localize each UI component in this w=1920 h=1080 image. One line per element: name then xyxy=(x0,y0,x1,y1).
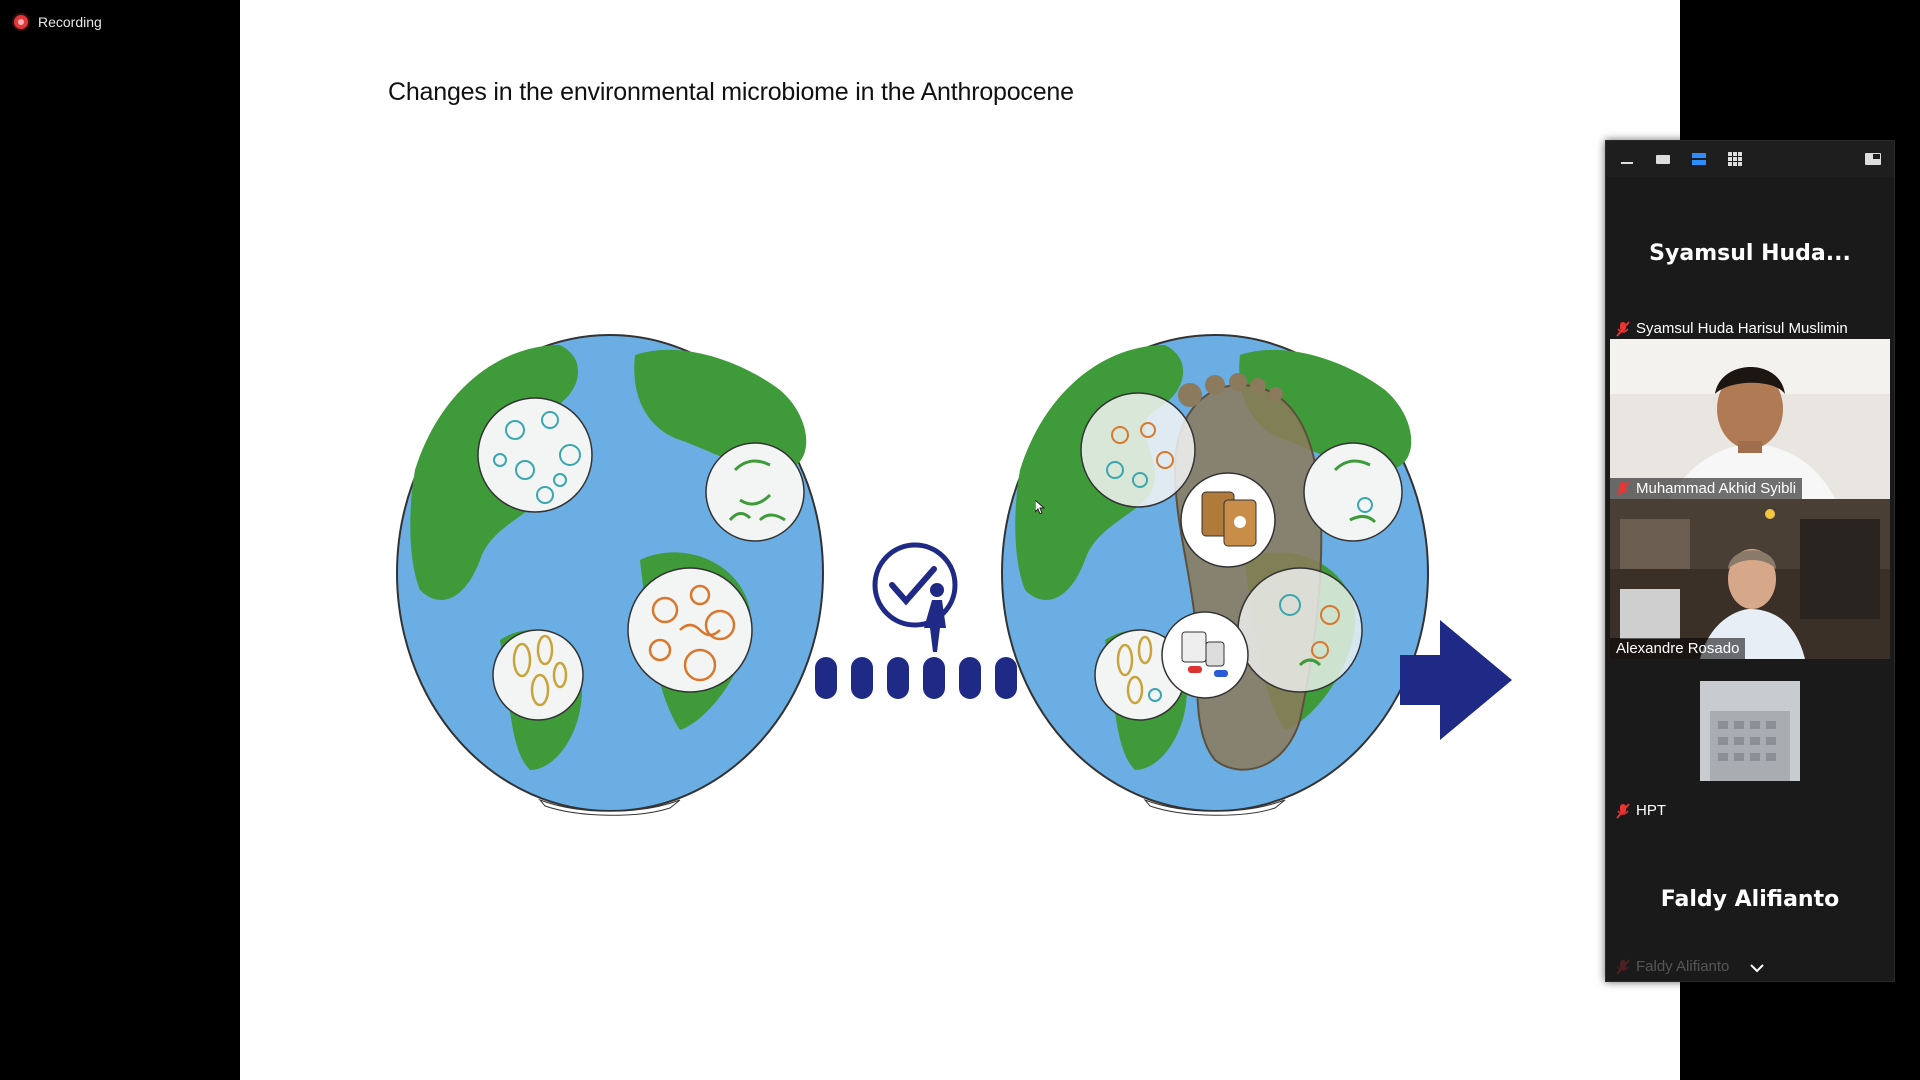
chevron-down-icon[interactable] xyxy=(1750,963,1764,973)
progress-dots xyxy=(815,657,1017,699)
grid-view-icon[interactable] xyxy=(1724,148,1746,170)
exit-fullscreen-icon[interactable] xyxy=(1862,148,1884,170)
participant-tile-alexandre[interactable]: Alexandre Rosado xyxy=(1610,499,1890,659)
gallery-toolbar xyxy=(1606,141,1894,177)
strip-view-icon[interactable] xyxy=(1688,148,1710,170)
time-human-icon xyxy=(872,542,958,652)
globe-left xyxy=(396,334,824,816)
participant-video xyxy=(1610,499,1890,659)
mouse-cursor-icon xyxy=(1035,500,1045,514)
record-icon xyxy=(14,15,28,29)
slide-title: Changes in the environmental microbiome … xyxy=(388,78,1074,106)
shared-slide: Changes in the environmental microbiome … xyxy=(240,0,1680,1080)
participant-tile-hpt[interactable]: HPT xyxy=(1610,659,1890,821)
participant-display-name: Faldy Alifianto xyxy=(1660,887,1840,912)
participant-name-label: Alexandre Rosado xyxy=(1610,638,1746,659)
recording-indicator[interactable]: Recording xyxy=(14,14,102,30)
minimize-icon[interactable] xyxy=(1616,148,1638,170)
mic-muted-icon xyxy=(1616,802,1630,819)
participant-name-label: Faldy Alifianto xyxy=(1610,956,1735,977)
participant-gallery-panel[interactable]: Syamsul Huda... Syamsul Huda Harisul Mus… xyxy=(1605,140,1895,982)
participant-avatar xyxy=(1700,681,1800,781)
globe-right xyxy=(1001,334,1429,816)
recording-label: Recording xyxy=(38,14,102,30)
slide-illustration xyxy=(396,334,1512,816)
mic-muted-icon xyxy=(1616,958,1630,975)
mic-muted-icon xyxy=(1616,320,1630,337)
participant-name: Syamsul Huda Harisul Muslimin xyxy=(1636,320,1848,337)
participant-name: Alexandre Rosado xyxy=(1616,640,1740,657)
participant-name: Muhammad Akhid Syibli xyxy=(1636,480,1797,497)
forward-arrow xyxy=(1400,620,1512,740)
participant-tile-syamsul[interactable]: Syamsul Huda... Syamsul Huda Harisul Mus… xyxy=(1610,177,1890,339)
participant-name: Faldy Alifianto xyxy=(1636,958,1730,975)
participant-tile-faldy[interactable]: Faldy Alifianto Faldy Alifianto xyxy=(1610,821,1890,977)
participant-display-name: Syamsul Huda... xyxy=(1649,241,1851,266)
participant-video xyxy=(1610,339,1890,499)
speaker-view-icon[interactable] xyxy=(1652,148,1674,170)
participant-tile-muhammad[interactable]: Muhammad Akhid Syibli xyxy=(1610,339,1890,499)
participant-name-label: Muhammad Akhid Syibli xyxy=(1610,478,1803,499)
participant-name-label: HPT xyxy=(1610,800,1672,821)
participant-name-label: Syamsul Huda Harisul Muslimin xyxy=(1610,318,1854,339)
participant-name: HPT xyxy=(1636,802,1666,819)
mic-muted-icon xyxy=(1616,480,1630,497)
